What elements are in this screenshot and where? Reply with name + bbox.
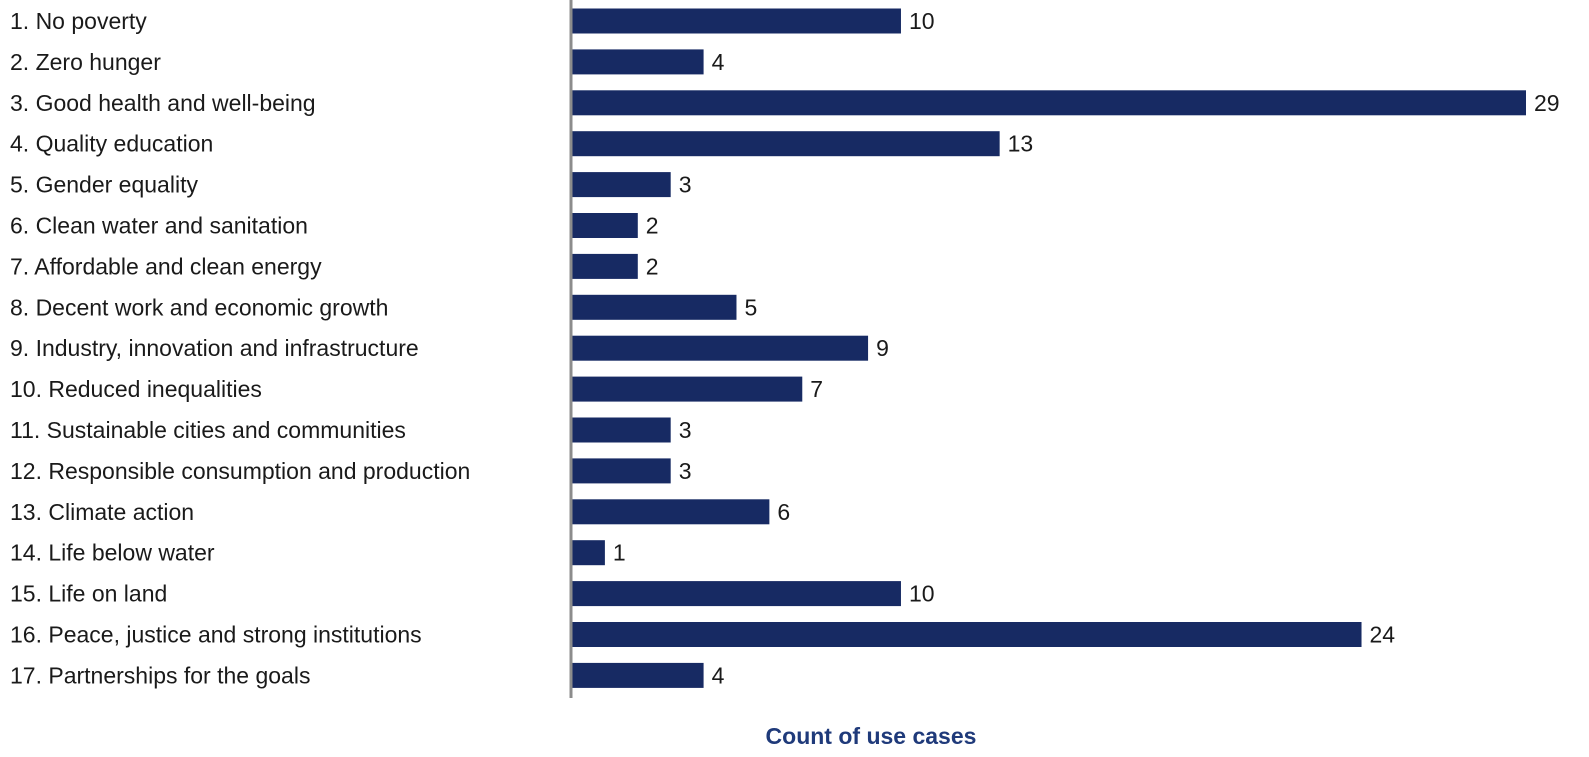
category-label: 17. Partnerships for the goals: [10, 662, 310, 688]
bar: [572, 335, 869, 361]
data-label: 10: [909, 581, 935, 607]
data-label: 10: [909, 8, 935, 34]
bar: [572, 581, 901, 607]
bar: [572, 622, 1362, 647]
category-label: 8. Decent work and economic growth: [10, 294, 388, 320]
bar: [572, 540, 605, 566]
category-label: 7. Affordable and clean energy: [10, 253, 322, 279]
data-label: 2: [646, 213, 659, 239]
category-label: 2. Zero hunger: [10, 49, 161, 75]
data-label: 3: [679, 172, 692, 198]
bar: [572, 213, 638, 238]
bar: [572, 662, 704, 688]
data-label: 4: [712, 662, 725, 688]
bar: [572, 8, 901, 34]
category-label: 15. Life on land: [10, 581, 167, 607]
bars-group: [572, 8, 1526, 688]
category-label: 1. No poverty: [10, 8, 147, 34]
category-label: 16. Peace, justice and strong institutio…: [10, 622, 422, 648]
data-label: 13: [1008, 131, 1034, 157]
data-label: 24: [1370, 622, 1396, 648]
category-label: 11. Sustainable cities and communities: [10, 417, 406, 443]
data-label: 9: [876, 335, 889, 361]
category-label: 12. Responsible consumption and producti…: [10, 458, 470, 484]
category-label: 14. Life below water: [10, 540, 215, 566]
data-label: 1: [613, 540, 626, 566]
bar: [572, 294, 737, 320]
bar: [572, 49, 704, 75]
category-label: 10. Reduced inequalities: [10, 376, 262, 402]
data-label: 3: [679, 417, 692, 443]
category-label: 5. Gender equality: [10, 172, 198, 198]
bar: [572, 499, 770, 525]
bar: [572, 458, 671, 484]
category-label: 3. Good health and well-being: [10, 90, 316, 116]
bar: [572, 131, 1000, 157]
category-label: 9. Industry, innovation and infrastructu…: [10, 335, 419, 361]
data-label: 2: [646, 253, 659, 279]
data-label: 29: [1534, 90, 1560, 116]
bar: [572, 90, 1526, 116]
category-label: 4. Quality education: [10, 131, 213, 157]
data-label: 4: [712, 49, 725, 75]
data-label: 6: [777, 499, 790, 525]
data-label: 5: [744, 294, 757, 320]
category-labels-group: 1. No poverty 2. Zero hunger 3. Good healt…: [10, 8, 470, 688]
data-label: 3: [679, 458, 692, 484]
category-label: 13. Climate action: [10, 499, 194, 525]
bar: [572, 172, 671, 198]
bar: [572, 376, 803, 402]
bar: [572, 253, 638, 279]
category-label: 6. Clean water and sanitation: [10, 213, 308, 239]
bar: [572, 417, 671, 443]
x-axis-title: Count of use cases: [766, 723, 977, 749]
data-label: 7: [810, 376, 823, 402]
